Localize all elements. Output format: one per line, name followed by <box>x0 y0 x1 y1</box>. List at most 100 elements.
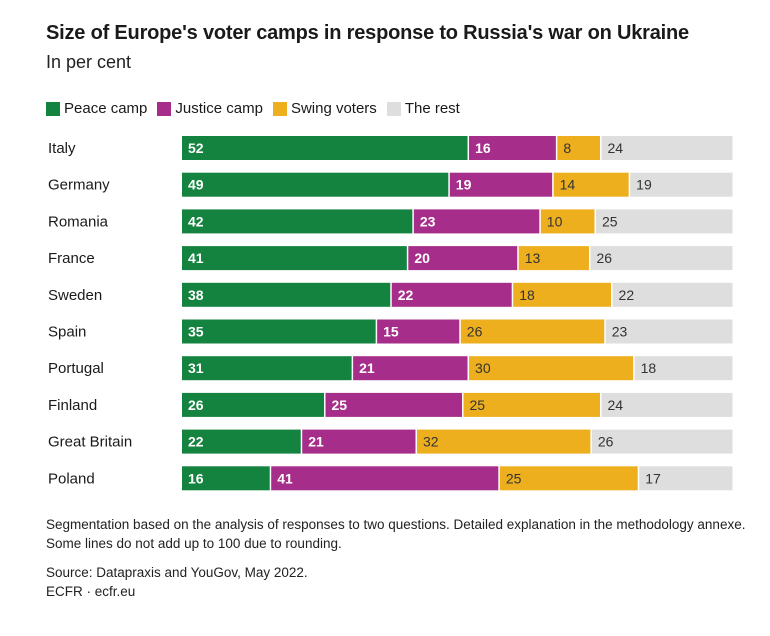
bar-segment <box>182 246 407 271</box>
bar-segment <box>182 172 449 197</box>
data-label: 22 <box>619 287 635 303</box>
legend-item-the-rest: The rest <box>386 100 460 117</box>
legend-swatch <box>386 101 401 116</box>
bar-segment <box>460 319 605 344</box>
category-label: Portugal <box>48 360 104 377</box>
bar-segment <box>499 466 638 491</box>
bar-segment <box>417 429 591 454</box>
data-label: 24 <box>608 140 624 156</box>
bar-segment <box>408 246 518 271</box>
bar-segment <box>630 172 733 197</box>
data-label: 25 <box>470 397 486 413</box>
data-label: 19 <box>636 177 652 193</box>
data-label: 20 <box>414 250 430 266</box>
data-label: 31 <box>188 360 204 376</box>
legend-item-peace-camp: Peace camp <box>46 100 147 117</box>
data-label: 26 <box>598 434 614 450</box>
legend-label: Justice camp <box>175 100 263 117</box>
chart-subtitle: In per cent <box>46 52 132 72</box>
data-label: 21 <box>359 360 375 376</box>
bar-segment <box>413 209 540 234</box>
data-label: 10 <box>547 213 563 229</box>
data-label: 15 <box>383 324 399 340</box>
stacked-bar-chart: Italy 52 16 8 24 Germany 49 19 14 19 Romania 42 23 10… <box>48 136 733 491</box>
bar-segment <box>553 172 629 197</box>
data-label: 14 <box>560 177 576 193</box>
data-label: 42 <box>188 213 204 229</box>
legend-label: Swing voters <box>290 100 377 117</box>
bar-segment <box>639 466 733 491</box>
category-label: Finland <box>48 397 97 414</box>
data-label: 16 <box>188 470 204 486</box>
credit-line: ECFR · ecfr.eu <box>46 584 136 599</box>
bar-segment <box>518 246 589 271</box>
bar-segment <box>463 392 601 417</box>
data-label: 19 <box>456 177 472 193</box>
category-label: Sweden <box>48 287 102 304</box>
data-label: 41 <box>188 250 204 266</box>
data-label: 18 <box>641 360 657 376</box>
data-label: 22 <box>188 434 204 450</box>
bar-segment <box>449 172 553 197</box>
data-label: 17 <box>645 470 661 486</box>
data-label: 24 <box>608 397 624 413</box>
data-label: 30 <box>475 360 491 376</box>
bar-segment <box>182 392 325 417</box>
methodology-note: Segmentation based on the analysis of re… <box>46 517 746 551</box>
bar-segment <box>540 209 595 234</box>
bar-segment <box>634 356 733 381</box>
category-label: Great Britain <box>48 434 132 451</box>
data-label: 41 <box>277 470 293 486</box>
bar-segment <box>601 392 733 417</box>
category-label: Romania <box>48 213 109 230</box>
data-label: 26 <box>188 397 204 413</box>
bar-segment <box>377 319 460 344</box>
bar-segment <box>182 319 376 344</box>
data-label: 52 <box>188 140 204 156</box>
category-label: Germany <box>48 177 110 194</box>
data-label: 23 <box>420 213 436 229</box>
data-label: 49 <box>188 177 204 193</box>
bar-segment <box>182 466 270 491</box>
legend-label: Peace camp <box>64 100 148 117</box>
legend-swatch <box>157 101 172 116</box>
data-label: 18 <box>519 287 535 303</box>
data-label: 25 <box>506 470 522 486</box>
bar-segment <box>302 429 416 454</box>
data-label: 26 <box>467 324 483 340</box>
data-label: 35 <box>188 324 204 340</box>
data-label: 23 <box>612 324 628 340</box>
legend-item-justice-camp: Justice camp <box>157 100 263 117</box>
bar-segment <box>591 429 733 454</box>
category-label: France <box>48 250 95 267</box>
data-label: 21 <box>308 434 324 450</box>
bar-segment <box>596 209 733 234</box>
bar-segment <box>590 246 733 271</box>
data-label: 26 <box>596 250 612 266</box>
data-label: 8 <box>563 140 571 156</box>
bar-segment <box>182 209 413 234</box>
data-label: 32 <box>423 434 439 450</box>
source-note: Source: Datapraxis and YouGov, May 2022. <box>46 565 308 580</box>
bar-segment <box>612 282 733 307</box>
bar-segment <box>513 282 612 307</box>
data-label: 13 <box>525 250 541 266</box>
bar-segment <box>182 356 352 381</box>
legend-item-swing-voters: Swing voters <box>272 100 377 117</box>
bar-segment <box>182 282 391 307</box>
bar-segment <box>557 136 601 160</box>
data-label: 22 <box>398 287 414 303</box>
bar-segment <box>325 392 463 417</box>
chart-title: Size of Europe's voter camps in response… <box>46 22 689 44</box>
bar-segment <box>353 356 468 381</box>
bar-segment <box>182 136 468 160</box>
bar-segment <box>271 466 499 491</box>
legend: Peace camp Justice camp Swing voters The re… <box>46 100 470 117</box>
data-label: 25 <box>332 397 348 413</box>
category-label: Poland <box>48 470 95 487</box>
data-label: 38 <box>188 287 204 303</box>
legend-swatch <box>46 101 60 116</box>
bar-segment <box>469 356 634 381</box>
category-label: Spain <box>48 324 86 341</box>
data-label: 16 <box>475 140 491 156</box>
